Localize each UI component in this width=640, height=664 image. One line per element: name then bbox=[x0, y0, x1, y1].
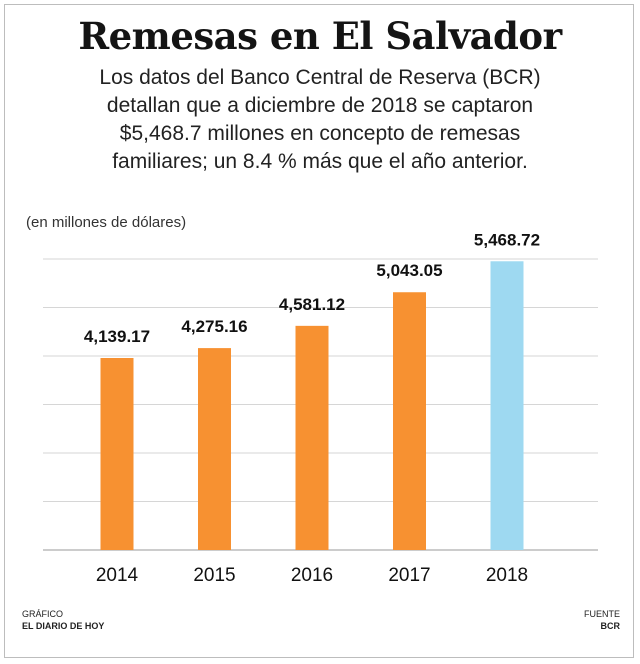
value-label-2016: 4,581.12 bbox=[279, 295, 345, 314]
bar-2017 bbox=[393, 292, 426, 550]
x-tick-label-2016: 2016 bbox=[291, 565, 333, 586]
x-tick-label-2015: 2015 bbox=[193, 565, 235, 586]
credit-label: GRÁFICO bbox=[22, 609, 64, 619]
x-tick-label-2014: 2014 bbox=[96, 565, 139, 586]
bars bbox=[100, 261, 524, 550]
bar-2016 bbox=[295, 325, 329, 550]
source-block: FUENTE BCR bbox=[584, 608, 620, 632]
chart-title: Remesas en El Salvador bbox=[78, 14, 562, 58]
value-label-2014: 4,139.17 bbox=[84, 327, 150, 346]
labels: 4,139.17 2014 4,275.16 2015 4,581.12 2016 5,04… bbox=[84, 230, 540, 586]
bar-2015 bbox=[198, 348, 231, 550]
source-label: FUENTE bbox=[584, 609, 620, 619]
x-tick-label-2017: 2017 bbox=[388, 565, 430, 586]
value-label-2017: 5,043.05 bbox=[376, 261, 442, 280]
credit-block: GRÁFICO EL DIARIO DE HOY bbox=[22, 608, 104, 632]
y-axis-unit-label: (en millones de dólares) bbox=[26, 214, 187, 231]
chart-subtitle: Los datos del Banco Central de Reserva (… bbox=[99, 66, 541, 173]
source-value: BCR bbox=[600, 621, 621, 631]
bar-2014 bbox=[100, 358, 134, 550]
value-label-2015: 4,275.16 bbox=[181, 317, 247, 336]
credit-value: EL DIARIO DE HOY bbox=[22, 621, 105, 631]
bar-2018 bbox=[490, 261, 524, 550]
value-label-2018: 5,468.72 bbox=[474, 230, 540, 249]
x-tick-label-2018: 2018 bbox=[486, 565, 528, 586]
